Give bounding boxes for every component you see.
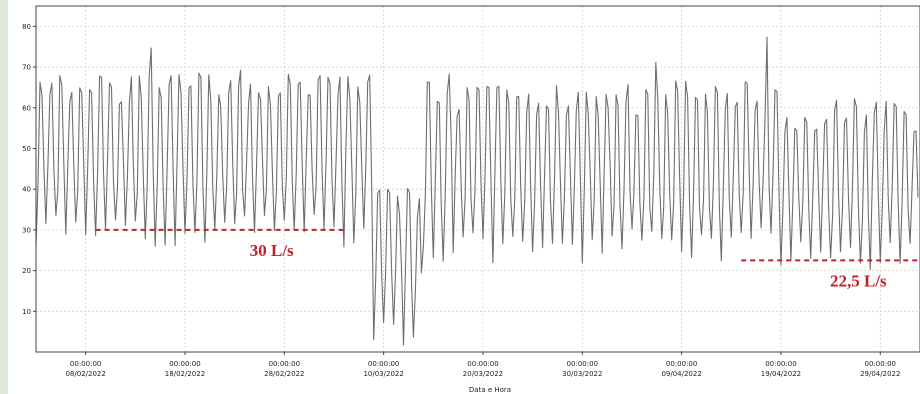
x-tick-time: 00:00:00 [169, 360, 200, 368]
x-tick-date: 28/02/2022 [264, 370, 304, 378]
x-tick-date: 08/02/2022 [65, 370, 105, 378]
reference-label: 22,5 L/s [830, 271, 887, 290]
x-tick-time: 00:00:00 [269, 360, 300, 368]
series-line [35, 36, 919, 346]
y-tick-label: 80 [22, 23, 31, 31]
x-tick-date: 09/04/2022 [661, 370, 701, 378]
x-tick-date: 10/03/2022 [363, 370, 403, 378]
y-tick-label: 50 [22, 145, 31, 153]
chart-panel [8, 0, 920, 394]
x-tick-date: 30/03/2022 [562, 370, 602, 378]
x-tick-date: 19/04/2022 [761, 370, 801, 378]
flow-series [35, 36, 919, 346]
x-axis: 00:00:00 08/02/2022 00:00:00 18/02/2022 00:0… [65, 352, 900, 378]
y-tick-label: 40 [22, 186, 31, 194]
reference-label: 30 L/s [250, 241, 294, 260]
y-tick-label: 20 [22, 267, 31, 275]
x-tick-time: 00:00:00 [70, 360, 101, 368]
annotations: 30 L/s 22,5 L/s [95, 228, 920, 290]
y-tick-label: 10 [22, 308, 31, 316]
x-axis-label: Data e Hora [469, 386, 511, 394]
x-tick-time: 00:00:00 [467, 360, 498, 368]
x-tick-time: 00:00:00 [865, 360, 896, 368]
x-tick-time: 00:00:00 [666, 360, 697, 368]
y-axis: 10 20 30 40 50 60 70 80 [22, 23, 36, 316]
x-tick-time: 00:00:00 [368, 360, 399, 368]
y-tick-label: 60 [22, 104, 31, 112]
y-tick-label: 70 [22, 64, 31, 72]
x-tick-time: 00:00:00 [765, 360, 796, 368]
y-tick-label: 30 [22, 226, 31, 234]
x-tick-date: 20/03/2022 [463, 370, 503, 378]
x-tick-date: 18/02/2022 [165, 370, 205, 378]
x-tick-date: 29/04/2022 [860, 370, 900, 378]
x-tick-time: 00:00:00 [567, 360, 598, 368]
plot-frame [35, 5, 920, 353]
